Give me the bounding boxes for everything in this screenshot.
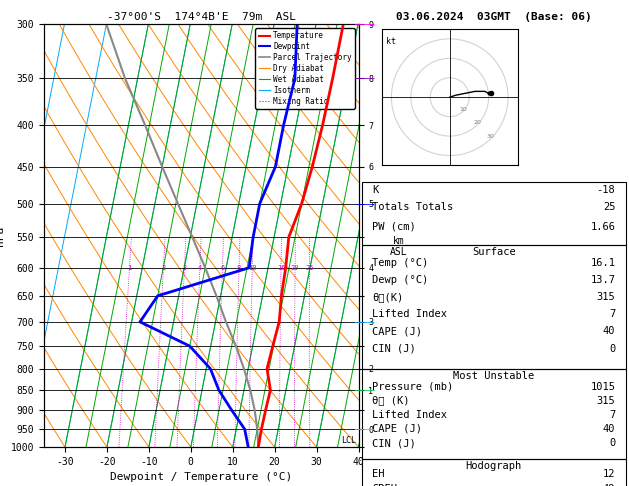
Text: 0: 0 [609,344,615,353]
Text: 0: 0 [609,438,615,448]
Text: 12: 12 [603,469,615,479]
Text: Surface: Surface [472,247,516,258]
Text: ――: ―― [355,73,375,84]
Text: 1.66: 1.66 [590,222,615,232]
Bar [362,182,626,245]
Bar [362,245,626,369]
Text: ――: ―― [355,385,375,395]
Text: 4: 4 [198,265,202,271]
Text: θᴇ (K): θᴇ (K) [372,396,409,406]
Text: CIN (J): CIN (J) [372,438,416,448]
Legend: Temperature, Dewpoint, Parcel Trajectory, Dry Adiabat, Wet Adiabat, Isotherm, Mi: Temperature, Dewpoint, Parcel Trajectory… [255,28,355,109]
Text: CAPE (J): CAPE (J) [372,327,422,336]
Text: -18: -18 [596,185,615,195]
Text: CAPE (J): CAPE (J) [372,424,422,434]
Title: -37°00'S  174°4B'E  79m  ASL: -37°00'S 174°4B'E 79m ASL [107,12,296,22]
Text: 7: 7 [609,410,615,420]
Bar [362,369,626,459]
Text: ――: ―― [355,19,375,29]
Text: SREH: SREH [372,484,398,486]
Text: Most Unstable: Most Unstable [453,371,535,382]
Text: LCL: LCL [342,435,357,445]
Text: Lifted Index: Lifted Index [372,309,447,319]
X-axis label: Dewpoint / Temperature (°C): Dewpoint / Temperature (°C) [110,472,292,483]
Y-axis label: hPa: hPa [0,226,5,246]
Text: 2: 2 [161,265,165,271]
Text: 3: 3 [182,265,187,271]
Text: 25: 25 [603,202,615,212]
Text: 13.7: 13.7 [590,275,615,285]
Text: 16.1: 16.1 [590,258,615,268]
Text: 30: 30 [487,134,494,139]
Text: 1015: 1015 [590,382,615,392]
Text: 16: 16 [277,265,285,271]
Text: 315: 315 [596,396,615,406]
Text: Dewp (°C): Dewp (°C) [372,275,428,285]
Text: 7: 7 [609,309,615,319]
Text: 6: 6 [220,265,225,271]
Text: kt: kt [386,37,396,46]
Text: Hodograph: Hodograph [465,461,522,471]
Text: Pressure (mb): Pressure (mb) [372,382,454,392]
Text: 315: 315 [596,292,615,302]
Text: ――: ―― [355,199,375,208]
Text: K: K [372,185,379,195]
Text: ――: ―― [355,317,375,327]
Text: θᴇ(K): θᴇ(K) [372,292,403,302]
Text: PW (cm): PW (cm) [372,222,416,232]
Text: Lifted Index: Lifted Index [372,410,447,420]
Text: 20: 20 [473,121,481,125]
Text: 20: 20 [291,265,299,271]
Text: 10: 10 [459,107,467,112]
Text: ――: ―― [355,424,375,434]
Text: 49: 49 [603,484,615,486]
Text: 1: 1 [127,265,131,271]
Bar [362,459,626,486]
Text: Totals Totals: Totals Totals [372,202,454,212]
Text: 40: 40 [603,327,615,336]
Text: 25: 25 [305,265,314,271]
Text: CIN (J): CIN (J) [372,344,416,353]
Text: 10: 10 [248,265,257,271]
Text: 8: 8 [237,265,241,271]
Text: 03.06.2024  03GMT  (Base: 06): 03.06.2024 03GMT (Base: 06) [396,12,592,22]
Text: 40: 40 [603,424,615,434]
Y-axis label: km
ASL: km ASL [389,236,407,257]
Text: EH: EH [372,469,385,479]
Text: Temp (°C): Temp (°C) [372,258,428,268]
